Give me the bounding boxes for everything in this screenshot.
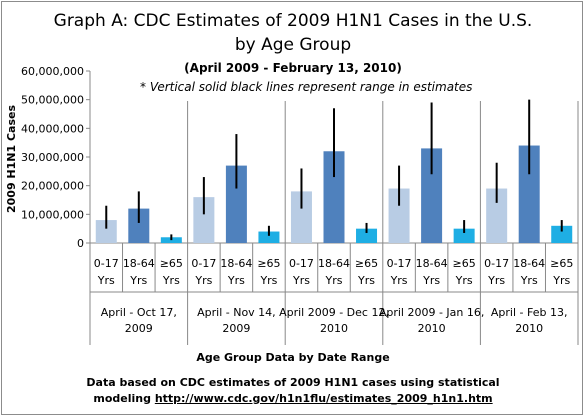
category-label: Yrs (194, 274, 212, 287)
bar (323, 151, 345, 243)
bar (290, 191, 312, 243)
category-label: 18-64 (513, 257, 545, 270)
x-axis-title: Age Group Data by Date Range (196, 351, 390, 364)
category-label: Yrs (422, 274, 440, 287)
category-label: Yrs (455, 274, 473, 287)
y-tick-label: 50,000,000 (21, 94, 84, 107)
bar (258, 231, 280, 243)
category-label: Yrs (97, 274, 115, 287)
bar (421, 148, 443, 243)
bar (128, 208, 150, 243)
bar (453, 228, 475, 243)
category-label: ≥65 (550, 257, 573, 270)
group-label: April - Oct 17, (101, 306, 177, 319)
group-label: 2010 (515, 322, 543, 335)
bar (551, 225, 573, 243)
category-label: 18-64 (416, 257, 448, 270)
category-label: Yrs (227, 274, 245, 287)
category-label: ≥65 (355, 257, 378, 270)
footnote: Data based on CDC estimates of 2009 H1N1… (0, 375, 586, 407)
category-label: ≥65 (257, 257, 280, 270)
category-label: 18-64 (220, 257, 252, 270)
group-label: 2009 (222, 322, 250, 335)
category-label: Yrs (292, 274, 310, 287)
source-link[interactable]: http://www.cdc.gov/h1n1flu/estimates_200… (154, 392, 493, 405)
category-label: 0-17 (484, 257, 509, 270)
bar (356, 228, 378, 243)
group-label: 2009 (125, 322, 153, 335)
group-label: April - Nov 14, (197, 306, 276, 319)
category-label: Yrs (357, 274, 375, 287)
chart-subtitle: (April 2009 - February 13, 2010) (184, 61, 402, 75)
y-tick-label: 60,000,000 (21, 65, 84, 78)
category-label: 0-17 (387, 257, 412, 270)
y-tick-label: 10,000,000 (21, 208, 84, 221)
category-label: ≥65 (160, 257, 183, 270)
category-label: Yrs (390, 274, 408, 287)
category-label: Yrs (520, 274, 538, 287)
group-label: April 2009 - Dec 12, (279, 306, 389, 319)
category-label: Yrs (162, 274, 180, 287)
group-label: 2010 (320, 322, 348, 335)
chart-note: * Vertical solid black lines represent r… (140, 80, 473, 94)
category-label: 18-64 (318, 257, 350, 270)
group-label: April - Feb 13, (491, 306, 568, 319)
y-axis-title: 2009 H1N1 Cases (5, 105, 18, 213)
y-tick-label: 20,000,000 (21, 180, 84, 193)
category-label: 0-17 (289, 257, 314, 270)
chart-title-line2: by Age Group (234, 35, 352, 55)
category-label: Yrs (552, 274, 570, 287)
category-label: 0-17 (191, 257, 216, 270)
category-label: Yrs (487, 274, 505, 287)
y-tick-label: 40,000,000 (21, 122, 84, 135)
chart-title: Graph A: CDC Estimates of 2009 H1N1 Case… (53, 11, 533, 31)
bar (486, 188, 508, 243)
bar (95, 220, 117, 243)
bar (388, 188, 410, 243)
category-label: 18-64 (123, 257, 155, 270)
category-label: Yrs (325, 274, 343, 287)
category-label: Yrs (129, 274, 147, 287)
group-label: April 2009 - Jan 16, (379, 306, 485, 319)
bar (193, 197, 215, 243)
footnote-line2-prefix: modeling (93, 392, 155, 405)
category-label: 0-17 (94, 257, 119, 270)
category-label: Yrs (259, 274, 277, 287)
y-tick-label: 30,000,000 (21, 151, 84, 164)
y-tick-label: 0 (77, 237, 84, 250)
category-label: ≥65 (453, 257, 476, 270)
footnote-line2: modeling http://www.cdc.gov/h1n1flu/esti… (0, 391, 586, 407)
footnote-line1: Data based on CDC estimates of 2009 H1N1… (86, 376, 500, 389)
bar (518, 145, 540, 243)
group-label: 2010 (418, 322, 446, 335)
bar (225, 165, 247, 243)
